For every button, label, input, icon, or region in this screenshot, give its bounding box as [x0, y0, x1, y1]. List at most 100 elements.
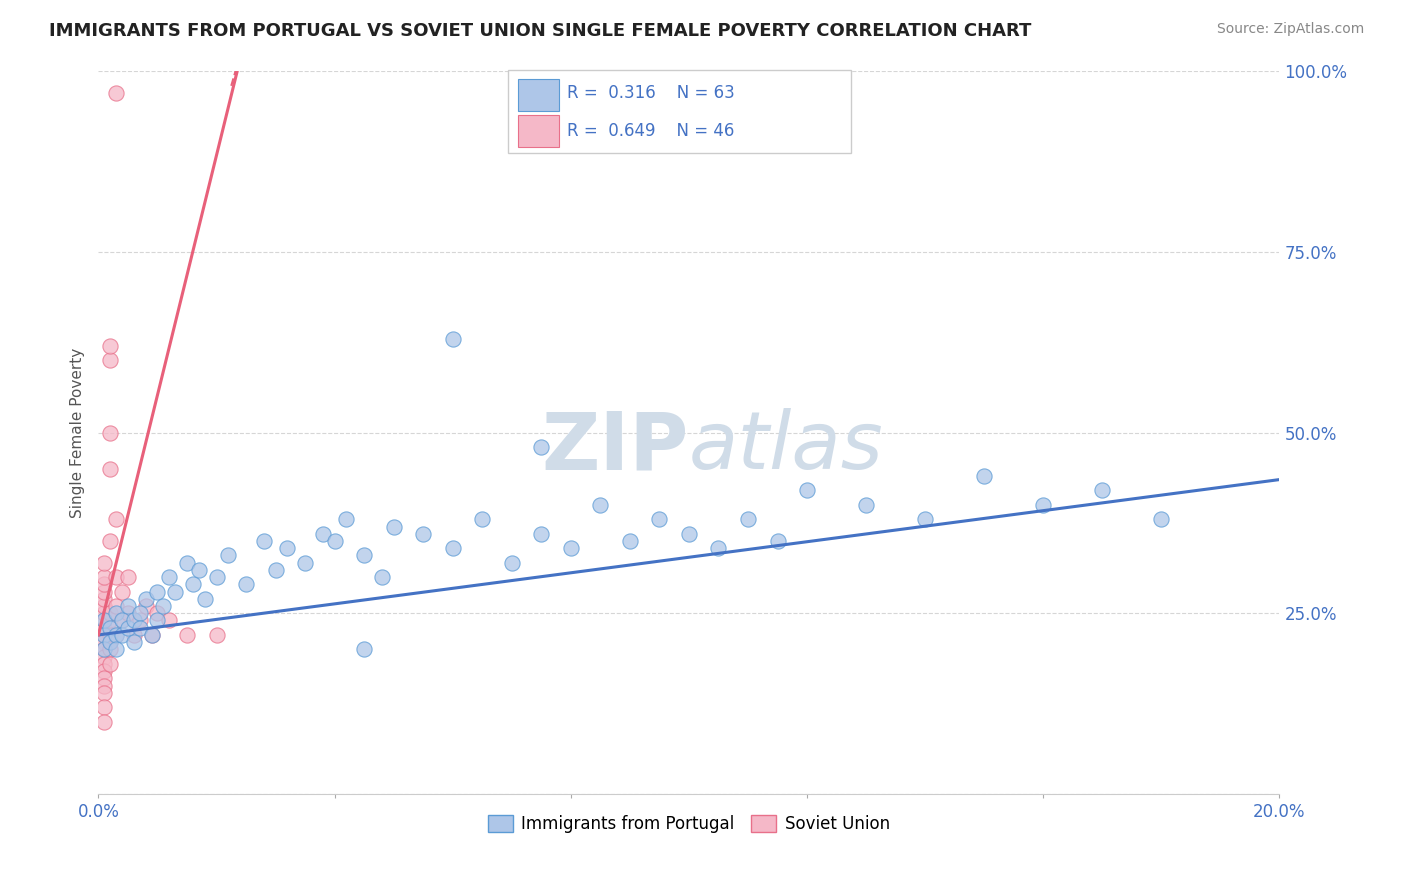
- Text: R =  0.649    N = 46: R = 0.649 N = 46: [567, 121, 735, 140]
- Y-axis label: Single Female Poverty: Single Female Poverty: [69, 348, 84, 517]
- Point: [122, 628, 145, 642]
- Point: [371, 570, 394, 584]
- Point: [294, 556, 316, 570]
- Point: [530, 440, 553, 454]
- Point: [382, 519, 405, 533]
- Point: [146, 614, 169, 628]
- Point: [128, 607, 150, 621]
- Point: [93, 642, 115, 657]
- Point: [98, 635, 121, 649]
- Point: [93, 686, 115, 700]
- Point: [141, 628, 163, 642]
- Point: [93, 714, 115, 729]
- Point: [707, 541, 730, 556]
- Point: [353, 549, 375, 563]
- Point: [530, 526, 553, 541]
- Point: [253, 533, 276, 548]
- Point: [111, 614, 134, 628]
- Point: [973, 469, 995, 483]
- Point: [93, 671, 115, 685]
- Point: [98, 353, 121, 368]
- Point: [194, 591, 217, 606]
- Point: [117, 607, 139, 621]
- Text: R =  0.316    N = 63: R = 0.316 N = 63: [567, 84, 735, 102]
- Point: [98, 533, 121, 548]
- Point: [217, 549, 239, 563]
- Point: [157, 614, 180, 628]
- Point: [323, 533, 346, 548]
- Point: [276, 541, 298, 556]
- Point: [619, 533, 641, 548]
- Point: [93, 591, 115, 606]
- Point: [157, 570, 180, 584]
- Point: [335, 512, 357, 526]
- Point: [93, 657, 115, 671]
- Point: [205, 628, 228, 642]
- Point: [98, 621, 121, 635]
- Point: [122, 635, 145, 649]
- Point: [105, 628, 128, 642]
- Text: atlas: atlas: [689, 408, 884, 486]
- Point: [105, 607, 128, 621]
- Point: [176, 556, 198, 570]
- Point: [105, 570, 128, 584]
- Point: [501, 556, 523, 570]
- Point: [1091, 483, 1114, 498]
- Point: [471, 512, 494, 526]
- Point: [93, 556, 115, 570]
- Point: [111, 584, 134, 599]
- Point: [855, 498, 877, 512]
- Point: [117, 599, 139, 613]
- Point: [93, 664, 115, 678]
- FancyBboxPatch shape: [517, 115, 560, 147]
- Point: [135, 591, 157, 606]
- Point: [187, 563, 209, 577]
- Point: [135, 599, 157, 613]
- Point: [98, 642, 121, 657]
- Point: [98, 462, 121, 476]
- Point: [98, 657, 121, 671]
- Point: [98, 607, 121, 621]
- Point: [146, 607, 169, 621]
- Point: [117, 570, 139, 584]
- FancyBboxPatch shape: [508, 70, 851, 153]
- Point: [312, 526, 335, 541]
- Point: [128, 621, 150, 635]
- Point: [441, 541, 464, 556]
- Point: [93, 628, 115, 642]
- Point: [766, 533, 789, 548]
- Text: IMMIGRANTS FROM PORTUGAL VS SOVIET UNION SINGLE FEMALE POVERTY CORRELATION CHART: IMMIGRANTS FROM PORTUGAL VS SOVIET UNION…: [49, 22, 1032, 40]
- Point: [353, 642, 375, 657]
- Point: [589, 498, 612, 512]
- Point: [141, 628, 163, 642]
- Point: [93, 642, 115, 657]
- Point: [98, 425, 121, 440]
- Point: [737, 512, 759, 526]
- Point: [93, 678, 115, 692]
- Point: [205, 570, 228, 584]
- Text: ZIP: ZIP: [541, 408, 689, 486]
- FancyBboxPatch shape: [517, 78, 560, 112]
- Legend: Immigrants from Portugal, Soviet Union: Immigrants from Portugal, Soviet Union: [481, 808, 897, 839]
- Point: [93, 607, 115, 621]
- Point: [105, 628, 128, 642]
- Point: [98, 614, 121, 628]
- Point: [93, 614, 115, 628]
- Point: [412, 526, 434, 541]
- Text: Source: ZipAtlas.com: Source: ZipAtlas.com: [1216, 22, 1364, 37]
- Point: [165, 584, 187, 599]
- Point: [111, 614, 134, 628]
- Point: [98, 339, 121, 353]
- Point: [105, 599, 128, 613]
- Point: [93, 599, 115, 613]
- Point: [181, 577, 204, 591]
- Point: [128, 614, 150, 628]
- Point: [93, 577, 115, 591]
- Point: [98, 628, 121, 642]
- Point: [93, 649, 115, 664]
- Point: [93, 614, 115, 628]
- Point: [117, 621, 139, 635]
- Point: [93, 584, 115, 599]
- Point: [914, 512, 936, 526]
- Point: [648, 512, 671, 526]
